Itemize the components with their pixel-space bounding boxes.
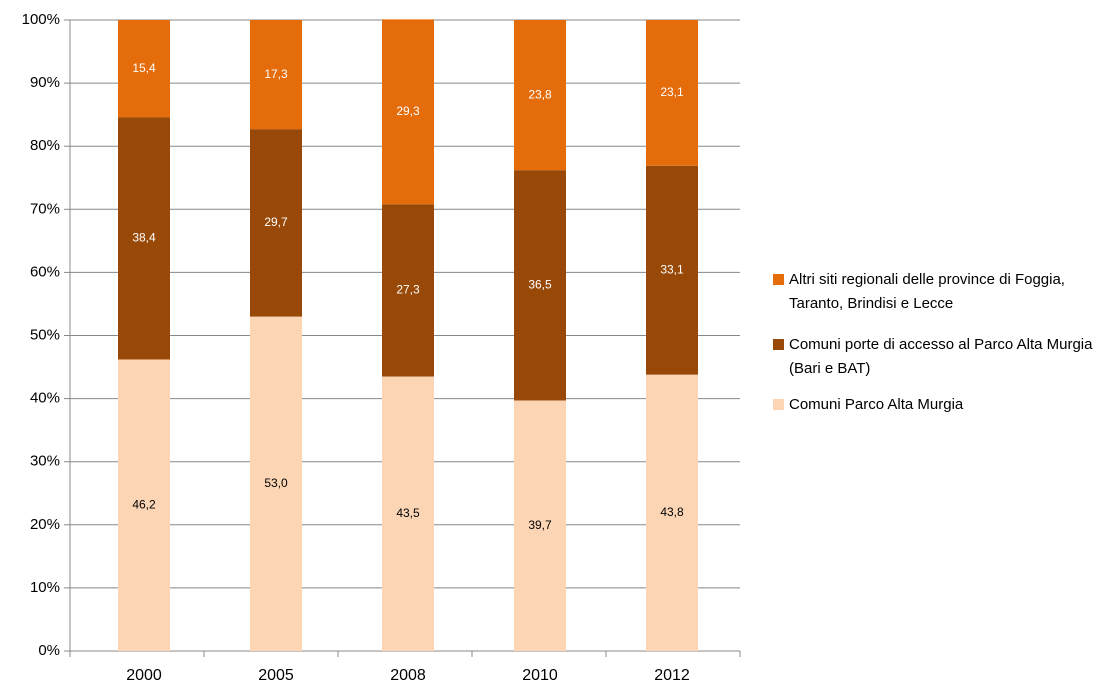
x-tick-label: 2010 — [522, 667, 558, 684]
bar-segment — [514, 400, 566, 651]
x-tick-label: 2005 — [258, 667, 294, 684]
data-label: 36,5 — [528, 278, 552, 292]
legend-entry: Comuni Parco Alta Murgia — [773, 393, 1103, 417]
y-tick-label: 70% — [30, 200, 60, 217]
x-tick-label: 2008 — [390, 667, 426, 684]
legend-swatch — [773, 339, 784, 350]
data-label: 23,1 — [660, 85, 684, 99]
data-label: 17,3 — [264, 67, 288, 81]
y-tick-label: 30% — [30, 453, 60, 470]
bar-segment — [382, 19, 434, 205]
y-tick-label: 40% — [30, 390, 60, 407]
bar-segment — [250, 129, 302, 317]
bar-segment — [382, 376, 434, 651]
data-label: 46,2 — [132, 497, 156, 511]
bar-segment — [250, 316, 302, 651]
y-tick-label: 80% — [30, 137, 60, 154]
bar-segment — [250, 20, 302, 130]
legend-swatch — [773, 399, 784, 410]
y-tick-label: 0% — [38, 642, 60, 659]
data-label: 43,8 — [660, 505, 684, 519]
bar-segment — [646, 165, 698, 375]
legend-label: Altri siti regionali delle province di F… — [789, 271, 1065, 312]
legend-label: Comuni Parco Alta Murgia — [789, 396, 964, 413]
data-label: 43,5 — [396, 506, 420, 520]
data-label: 29,7 — [264, 215, 288, 229]
data-label: 39,7 — [528, 518, 552, 532]
data-label: 15,4 — [132, 61, 156, 75]
legend-label: Comuni porte di accesso al Parco Alta Mu… — [789, 336, 1093, 377]
data-label: 53,0 — [264, 476, 288, 490]
x-tick-label: 2012 — [654, 667, 690, 684]
y-tick-label: 90% — [30, 74, 60, 91]
legend-swatch — [773, 274, 784, 285]
bar-segment — [118, 20, 170, 118]
bar-segment — [118, 117, 170, 360]
data-label: 38,4 — [132, 230, 156, 244]
bar-segment — [646, 20, 698, 166]
y-tick-label: 100% — [22, 11, 60, 28]
legend-entry: Altri siti regionali delle province di F… — [773, 268, 1103, 316]
bar-segment — [118, 359, 170, 651]
data-label: 29,3 — [396, 104, 420, 118]
data-label: 27,3 — [396, 283, 420, 297]
y-tick-label: 50% — [30, 326, 60, 343]
y-tick-label: 60% — [30, 263, 60, 280]
y-tick-label: 10% — [30, 579, 60, 596]
x-tick-label: 2000 — [126, 667, 162, 684]
legend-entry: Comuni porte di accesso al Parco Alta Mu… — [773, 333, 1103, 381]
bar-segment — [514, 170, 566, 401]
bar-segment — [514, 20, 566, 171]
data-label: 23,8 — [528, 87, 552, 101]
bar-segment — [646, 374, 698, 651]
data-label: 33,1 — [660, 262, 684, 276]
bar-segment — [382, 204, 434, 377]
y-tick-label: 20% — [30, 516, 60, 533]
